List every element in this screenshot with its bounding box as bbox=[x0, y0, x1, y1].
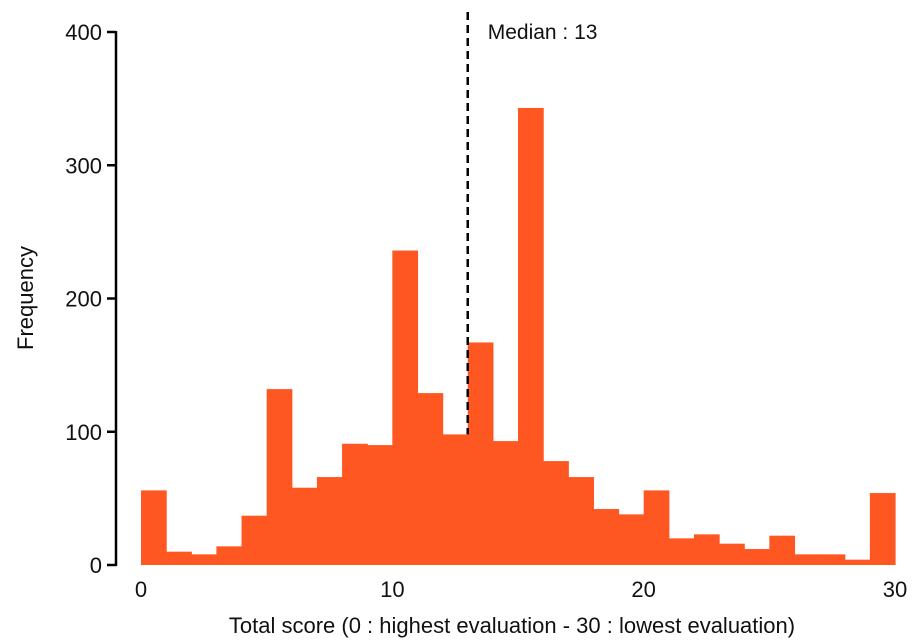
histogram-bar bbox=[668, 538, 695, 565]
histogram-bar bbox=[316, 477, 343, 565]
x-tick-label: 0 bbox=[135, 577, 147, 602]
y-tick-label: 200 bbox=[65, 287, 102, 312]
histogram-bar bbox=[844, 559, 871, 565]
y-ticks-group: 0 100 200 300 400 bbox=[65, 20, 116, 578]
histogram-bar bbox=[618, 514, 645, 565]
histogram-bar bbox=[719, 543, 745, 565]
histogram-bar bbox=[467, 342, 494, 565]
y-tick-label: 100 bbox=[65, 420, 102, 445]
histogram-bar bbox=[819, 554, 846, 565]
x-tick-label: 20 bbox=[631, 577, 655, 602]
y-tick-label: 400 bbox=[65, 20, 102, 45]
y-tick-label: 0 bbox=[90, 553, 102, 578]
histogram-bar bbox=[568, 477, 594, 565]
histogram-bar bbox=[744, 549, 770, 565]
histogram-bar bbox=[518, 107, 544, 565]
histogram-bar bbox=[693, 534, 720, 565]
bars-group bbox=[141, 107, 896, 565]
histogram-bar bbox=[543, 461, 569, 565]
x-tick-label: 30 bbox=[883, 577, 907, 602]
histogram-bar bbox=[643, 490, 670, 565]
histogram-bar bbox=[593, 509, 620, 565]
histogram-bar bbox=[769, 535, 796, 565]
histogram-bar bbox=[141, 490, 167, 565]
y-axis-title: Frequency bbox=[13, 246, 38, 350]
histogram-bar bbox=[216, 546, 243, 565]
histogram-bar bbox=[417, 393, 444, 565]
histogram-bar bbox=[492, 441, 519, 565]
median-label: Median : 13 bbox=[488, 21, 598, 44]
histogram-bar bbox=[166, 551, 192, 565]
x-tick-label: 10 bbox=[380, 577, 404, 602]
histogram-bar bbox=[367, 445, 393, 565]
histogram-bar bbox=[191, 554, 217, 565]
histogram-bar bbox=[291, 487, 318, 565]
histogram-bar bbox=[442, 434, 469, 565]
y-tick-label: 300 bbox=[65, 153, 102, 178]
histogram-bar bbox=[241, 515, 268, 565]
histogram-bar bbox=[869, 493, 896, 565]
x-axis-title: Total score (0 : highest evaluation - 30… bbox=[229, 613, 795, 638]
histogram-bar bbox=[392, 250, 419, 565]
histogram-bar bbox=[266, 389, 293, 565]
histogram-bar bbox=[342, 443, 368, 565]
x-ticks-group: 0 10 20 30 bbox=[135, 577, 907, 602]
histogram-bar bbox=[794, 554, 821, 565]
